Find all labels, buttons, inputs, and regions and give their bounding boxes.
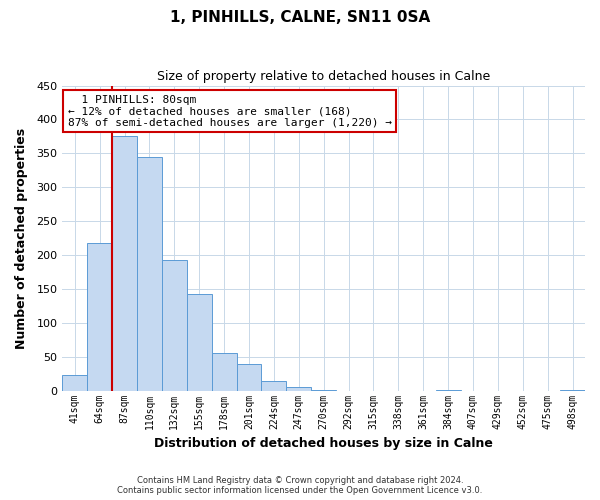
Title: Size of property relative to detached houses in Calne: Size of property relative to detached ho… <box>157 70 490 83</box>
Bar <box>62 375 87 390</box>
Bar <box>262 381 286 390</box>
Text: 1 PINHILLS: 80sqm
← 12% of detached houses are smaller (168)
87% of semi-detache: 1 PINHILLS: 80sqm ← 12% of detached hous… <box>68 94 392 128</box>
Bar <box>137 156 162 390</box>
Text: Contains HM Land Registry data © Crown copyright and database right 2024.
Contai: Contains HM Land Registry data © Crown c… <box>118 476 482 495</box>
Y-axis label: Number of detached properties: Number of detached properties <box>15 128 28 348</box>
Text: 1, PINHILLS, CALNE, SN11 0SA: 1, PINHILLS, CALNE, SN11 0SA <box>170 10 430 25</box>
Bar <box>212 352 236 391</box>
Bar <box>162 260 187 390</box>
Bar <box>236 364 262 390</box>
Bar <box>112 136 137 390</box>
Bar <box>286 386 311 390</box>
Bar <box>187 294 212 390</box>
Bar <box>87 243 112 390</box>
X-axis label: Distribution of detached houses by size in Calne: Distribution of detached houses by size … <box>154 437 493 450</box>
